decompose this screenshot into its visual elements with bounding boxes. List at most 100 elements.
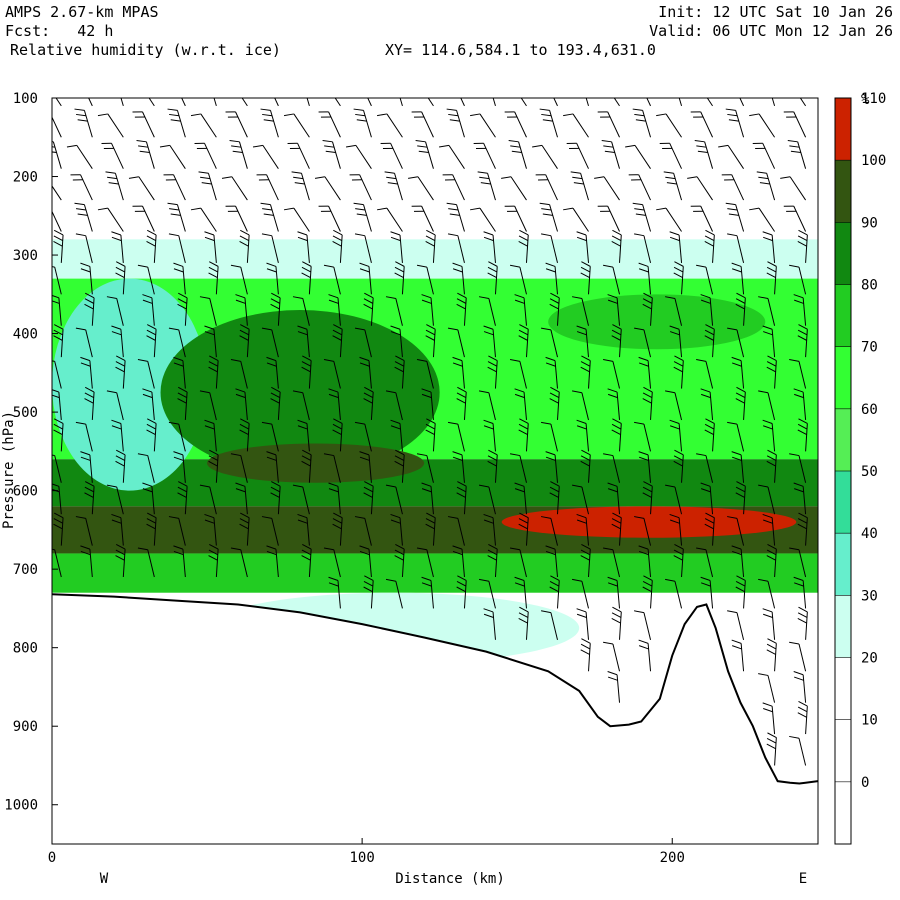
wind-barb bbox=[783, 205, 807, 232]
barb-flag bbox=[416, 264, 427, 268]
barb-staff bbox=[802, 580, 807, 609]
barb-staff bbox=[704, 141, 714, 169]
barb-staff bbox=[246, 423, 250, 452]
barb-staff bbox=[550, 612, 558, 640]
barb-flag bbox=[106, 390, 117, 394]
barb-flag bbox=[511, 150, 522, 154]
barb-staff bbox=[213, 98, 217, 106]
barb-flag bbox=[354, 327, 365, 331]
barb-flag bbox=[798, 512, 808, 519]
wind-barb bbox=[177, 292, 188, 326]
barb-staff bbox=[678, 98, 683, 106]
barb-flag bbox=[550, 292, 560, 299]
wind-barb bbox=[260, 202, 279, 232]
barb-flag bbox=[767, 543, 777, 550]
wind-barb bbox=[607, 576, 621, 609]
barb-staff bbox=[743, 580, 746, 609]
wind-barb bbox=[446, 108, 465, 138]
wind-barb bbox=[194, 142, 217, 169]
barb-flag bbox=[239, 241, 249, 247]
barb-flag bbox=[665, 484, 676, 488]
barb-flag bbox=[239, 329, 250, 336]
wind-barb bbox=[611, 229, 622, 263]
wind-barb bbox=[447, 516, 465, 546]
barb-flag bbox=[421, 488, 432, 493]
barb-flag bbox=[173, 362, 184, 367]
barb-staff bbox=[301, 173, 310, 201]
barb-flag bbox=[173, 262, 184, 267]
barb-staff bbox=[556, 297, 560, 326]
barb-flag bbox=[673, 549, 684, 556]
barb-staff bbox=[215, 266, 219, 295]
barb-flag bbox=[663, 171, 674, 174]
barb-flag bbox=[53, 518, 63, 524]
barb-staff bbox=[456, 110, 465, 138]
barb-flag bbox=[146, 518, 156, 524]
barb-staff bbox=[122, 549, 126, 578]
barb-flag bbox=[576, 419, 587, 424]
barb-flag bbox=[235, 488, 246, 493]
barb-staff bbox=[550, 424, 558, 452]
wind-barb bbox=[416, 453, 434, 483]
barb-flag bbox=[53, 423, 63, 430]
barb-flag bbox=[80, 456, 91, 461]
barb-flag bbox=[115, 460, 125, 467]
wind-barb bbox=[793, 294, 807, 326]
barb-flag bbox=[514, 482, 525, 487]
barb-flag bbox=[170, 119, 181, 122]
wind-barb bbox=[332, 418, 343, 452]
wind-barb bbox=[239, 324, 250, 358]
barb-flag bbox=[167, 202, 178, 206]
barb-staff bbox=[209, 298, 217, 326]
barb-flag bbox=[452, 456, 463, 461]
wind-barb bbox=[328, 294, 341, 326]
barb-staff bbox=[275, 549, 279, 578]
barb-flag bbox=[735, 586, 745, 593]
barb-staff bbox=[638, 174, 651, 201]
wind-barb bbox=[204, 419, 217, 452]
wind-barb bbox=[642, 481, 653, 515]
barb-flag bbox=[390, 425, 401, 430]
barb-flag bbox=[735, 398, 745, 404]
barb-staff bbox=[774, 266, 777, 295]
barb-flag bbox=[481, 88, 491, 89]
barb-staff bbox=[525, 423, 529, 452]
barb-flag bbox=[456, 392, 467, 399]
wind-barb bbox=[421, 576, 434, 609]
wind-barb bbox=[718, 144, 744, 169]
barb-staff bbox=[463, 486, 467, 515]
barb-staff bbox=[213, 517, 217, 546]
barb-staff bbox=[588, 454, 591, 483]
barb-flag bbox=[518, 235, 529, 241]
barb-flag bbox=[328, 393, 339, 399]
wind-barb bbox=[225, 205, 248, 232]
wind-barb bbox=[241, 98, 248, 107]
barb-flag bbox=[572, 484, 583, 488]
barb-flag bbox=[573, 182, 584, 185]
wind-barb bbox=[297, 325, 310, 358]
wind-barb bbox=[576, 325, 590, 358]
barb-staff bbox=[674, 581, 683, 609]
wind-barb bbox=[696, 453, 714, 483]
barb-flag bbox=[731, 262, 742, 267]
barb-staff bbox=[789, 176, 807, 201]
y-tick-label: 400 bbox=[13, 327, 38, 343]
barb-staff bbox=[244, 486, 248, 515]
barb-flag bbox=[642, 303, 652, 310]
barb-flag bbox=[687, 83, 697, 85]
colorbar-label: 30 bbox=[861, 588, 878, 604]
barb-flag bbox=[363, 398, 373, 404]
barb-staff bbox=[492, 517, 496, 546]
barb-staff bbox=[89, 549, 93, 578]
wind-barb bbox=[452, 262, 465, 295]
barb-staff bbox=[91, 391, 95, 420]
barb-staff bbox=[363, 110, 372, 138]
barb-flag bbox=[508, 139, 519, 143]
barb-flag bbox=[363, 586, 373, 593]
barb-staff bbox=[519, 361, 527, 389]
barb-flag bbox=[263, 213, 274, 216]
barb-flag bbox=[478, 484, 489, 488]
barb-flag bbox=[798, 229, 808, 236]
barb-staff bbox=[554, 454, 558, 483]
